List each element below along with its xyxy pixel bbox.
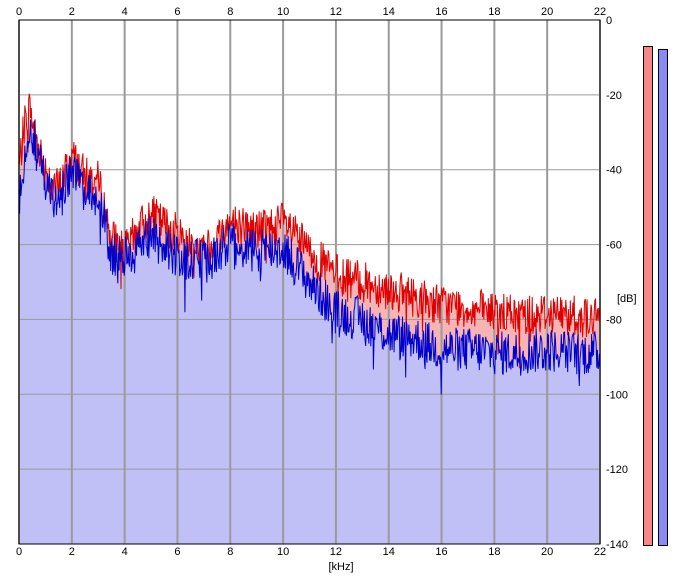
y-tick-label: 0 <box>606 15 612 27</box>
x-tick-label-bottom: 12 <box>330 546 342 558</box>
x-tick-labels-bottom: 0 2 4 6 8 10 12 14 16 18 20 22 <box>16 546 606 558</box>
x-tick-label-top: 8 <box>227 6 233 18</box>
y-tick-label: -100 <box>606 389 628 401</box>
x-tick-label-bottom: 10 <box>277 546 289 558</box>
level-meter-channel-a <box>643 45 653 546</box>
x-tick-label-bottom: 14 <box>383 546 395 558</box>
x-tick-label-bottom: 22 <box>594 546 606 558</box>
series-1-line <box>18 93 601 369</box>
y-tick-label: -60 <box>606 240 622 252</box>
x-tick-label-top: 12 <box>330 6 342 18</box>
x-tick-label-bottom: 16 <box>435 546 447 558</box>
x-tick-label-bottom: 4 <box>122 546 128 558</box>
x-tick-labels-top: 0 2 4 6 8 10 12 14 16 18 20 22 <box>16 6 606 18</box>
x-tick-label-top: 20 <box>541 6 553 18</box>
y-tick-label: -140 <box>606 539 628 551</box>
x-tick-label-top: 2 <box>69 6 75 18</box>
series-2-line <box>18 119 601 395</box>
y-axis-unit-label: [dB] <box>617 293 637 305</box>
x-tick-label-top: 10 <box>277 6 289 18</box>
y-tick-label: -40 <box>606 165 622 177</box>
x-tick-label-bottom: 20 <box>541 546 553 558</box>
plot-lines <box>18 93 601 395</box>
x-tick-label-bottom: 2 <box>69 546 75 558</box>
plot-areas <box>19 93 600 545</box>
y-tick-label: -80 <box>606 314 622 326</box>
y-tick-labels: 0 -20 -40 -60 -80 -100 -120 -140 <box>606 15 628 551</box>
y-tick-label: -20 <box>606 90 622 102</box>
x-tick-label-top: 4 <box>122 6 128 18</box>
y-tick-label: -120 <box>606 464 628 476</box>
level-meter-channel-b <box>658 49 668 546</box>
series-2-area <box>19 119 600 544</box>
x-tick-label-top: 22 <box>594 6 606 18</box>
x-tick-label-bottom: 0 <box>16 546 22 558</box>
x-tick-label-top: 14 <box>383 6 395 18</box>
x-tick-label-top: 18 <box>488 6 500 18</box>
x-axis-unit-label: [kHz] <box>328 561 353 573</box>
x-tick-label-bottom: 18 <box>488 546 500 558</box>
x-tick-label-bottom: 8 <box>227 546 233 558</box>
x-tick-label-bottom: 6 <box>174 546 180 558</box>
x-tick-label-top: 0 <box>16 6 22 18</box>
plot-frame <box>18 19 601 545</box>
x-tick-label-top: 6 <box>174 6 180 18</box>
x-tick-label-top: 16 <box>435 6 447 18</box>
